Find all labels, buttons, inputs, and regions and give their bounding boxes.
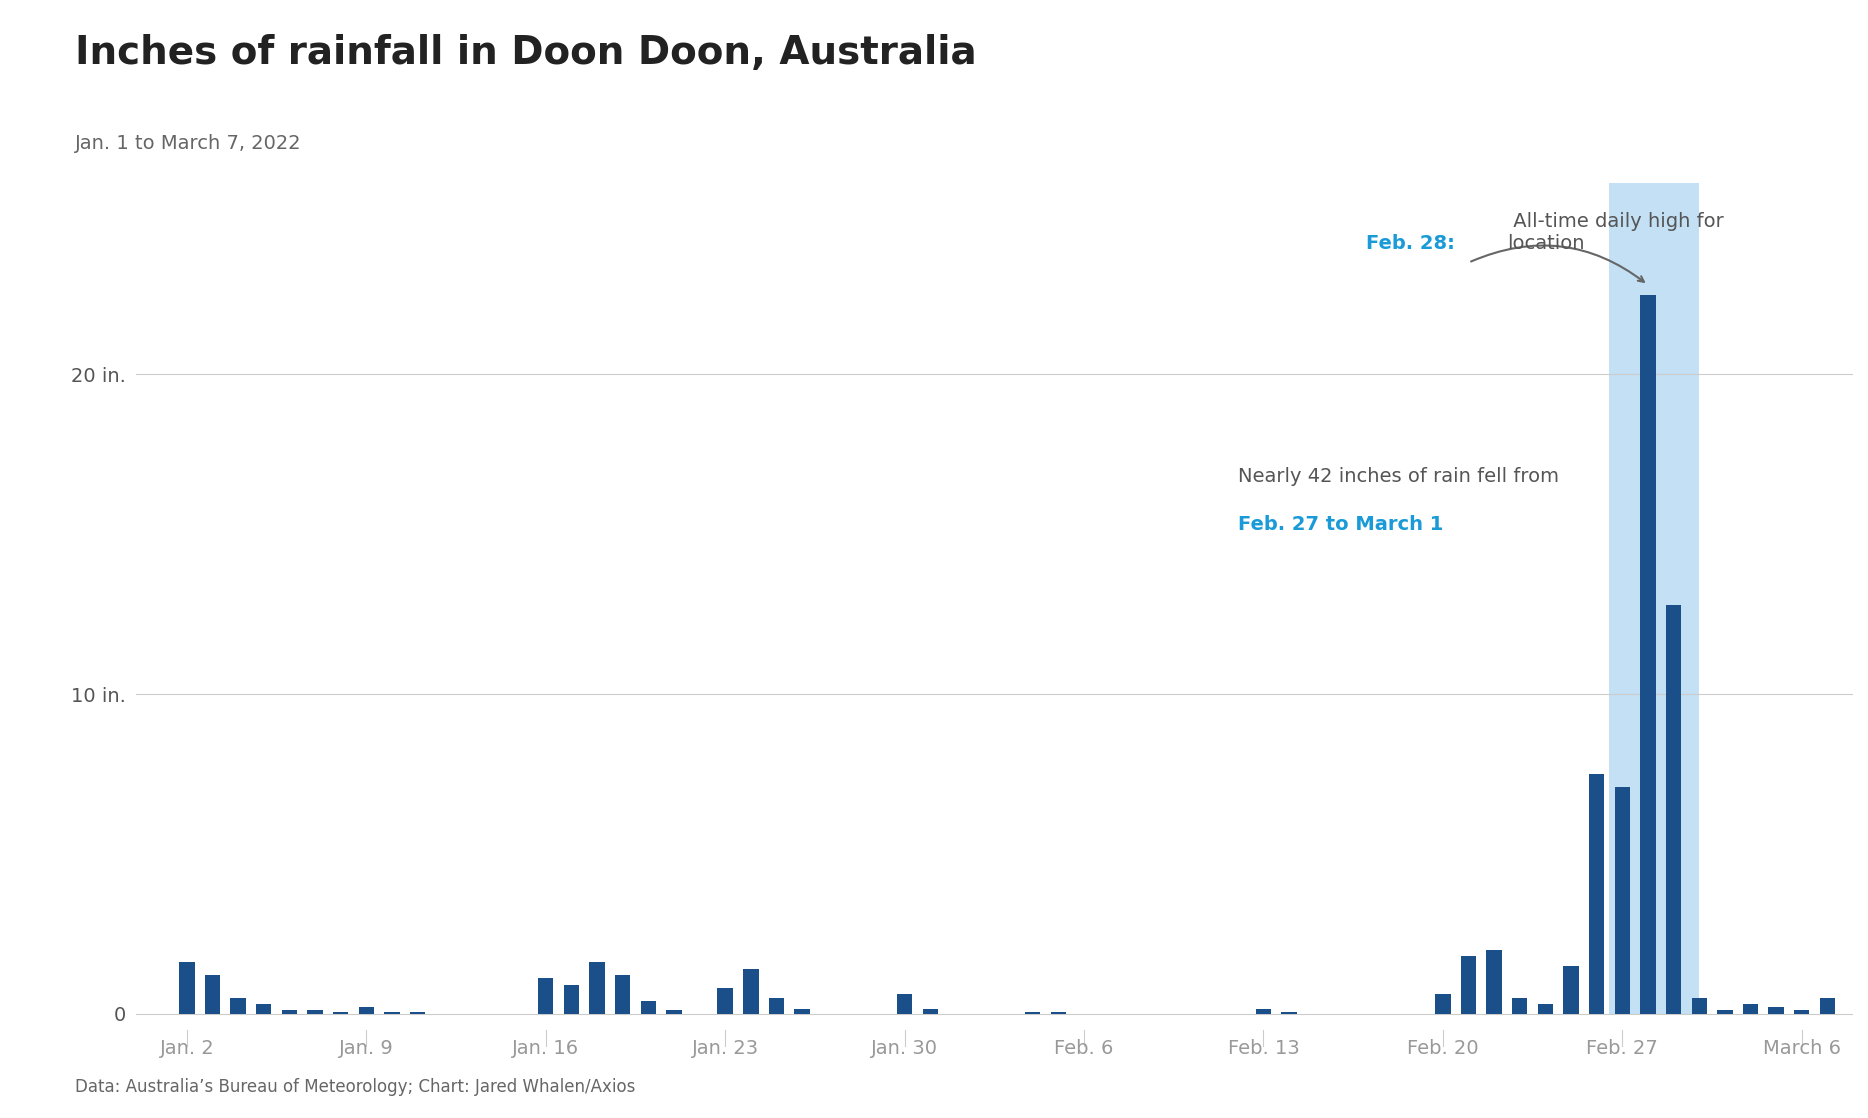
Bar [615, 975, 630, 1014]
Bar [794, 1008, 809, 1014]
Text: Inches of rainfall in Doon Doon, Australia: Inches of rainfall in Doon Doon, Austral… [75, 34, 977, 72]
Bar [538, 978, 553, 1014]
Bar [256, 1004, 271, 1014]
Text: Feb. 27 to March 1: Feb. 27 to March 1 [1238, 515, 1444, 534]
Bar [743, 969, 758, 1014]
Bar [770, 997, 785, 1014]
Bar [923, 1008, 938, 1014]
Bar [1050, 1012, 1067, 1014]
Bar [409, 1012, 426, 1014]
Bar [588, 963, 605, 1014]
Text: Jan. 1 to March 7, 2022: Jan. 1 to March 7, 2022 [75, 134, 301, 153]
Bar [667, 1011, 682, 1014]
Bar [308, 1011, 323, 1014]
Bar [179, 963, 194, 1014]
Bar [1793, 1011, 1810, 1014]
Text: Feb. 28:: Feb. 28: [1366, 234, 1455, 253]
Bar [1610, 182, 1700, 1014]
Bar [1435, 994, 1451, 1014]
Bar [564, 985, 579, 1014]
Bar [1666, 605, 1681, 1014]
Bar [1537, 1004, 1552, 1014]
Bar [1590, 774, 1605, 1014]
Bar [1564, 966, 1578, 1014]
Text: All-time daily high for
location: All-time daily high for location [1507, 212, 1724, 253]
Bar [1640, 294, 1655, 1014]
Bar [641, 1001, 656, 1014]
Bar [230, 997, 247, 1014]
Bar [333, 1012, 349, 1014]
Bar [205, 975, 220, 1014]
Bar [1819, 997, 1834, 1014]
Bar [1281, 1012, 1296, 1014]
Text: Nearly 42 inches of rain fell from: Nearly 42 inches of rain fell from [1238, 467, 1558, 486]
Bar [1511, 997, 1528, 1014]
Text: Data: Australia’s Bureau of Meteorology; Chart: Jared Whalen/Axios: Data: Australia’s Bureau of Meteorology;… [75, 1078, 635, 1096]
Bar [1255, 1008, 1270, 1014]
Bar [1717, 1011, 1732, 1014]
Bar [1692, 997, 1707, 1014]
Bar [359, 1007, 374, 1014]
Bar [282, 1011, 297, 1014]
Bar [717, 988, 732, 1014]
Bar [1487, 949, 1502, 1014]
Bar [1769, 1007, 1784, 1014]
Bar [385, 1012, 400, 1014]
Bar [1614, 787, 1631, 1014]
Bar [897, 994, 912, 1014]
Bar [1026, 1012, 1040, 1014]
Bar [1743, 1004, 1758, 1014]
Bar [1461, 956, 1476, 1014]
